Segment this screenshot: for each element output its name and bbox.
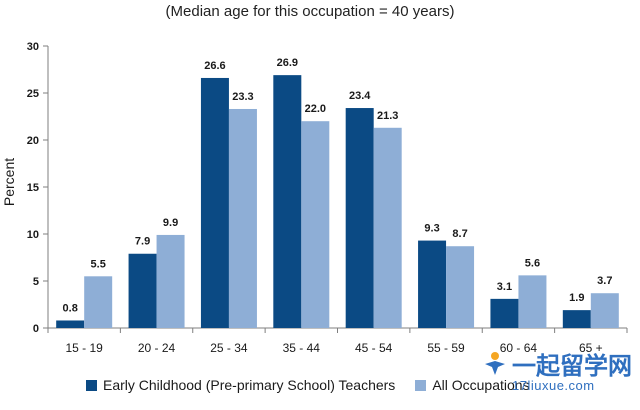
bar-teachers <box>418 240 447 328</box>
data-label: 0.8 <box>63 302 78 314</box>
watermark-url: 17liuxue.com <box>512 378 595 393</box>
x-tick-label: 45 - 54 <box>355 341 393 355</box>
legend-label-teachers: Early Childhood (Pre-primary School) Tea… <box>103 377 396 393</box>
x-tick-label: 15 - 19 <box>66 341 104 355</box>
y-tick-label: 10 <box>27 229 39 241</box>
x-tick-label: 60 - 64 <box>500 341 538 355</box>
watermark-logo-icon <box>485 352 505 375</box>
data-label: 5.5 <box>91 258 106 270</box>
data-label: 1.9 <box>569 292 584 304</box>
bar-all-occupations <box>228 108 257 328</box>
bar-teachers <box>200 77 229 329</box>
data-label: 26.6 <box>204 60 225 72</box>
data-label: 8.7 <box>452 228 467 240</box>
x-tick-label: 55 - 59 <box>427 341 465 355</box>
bar-teachers <box>128 253 157 328</box>
legend-item-teachers: Early Childhood (Pre-primary School) Tea… <box>86 377 395 393</box>
watermark-title: 一起留学网 <box>512 352 632 380</box>
y-tick-label: 30 <box>27 41 39 53</box>
data-label: 7.9 <box>135 236 150 248</box>
x-tick-label: 25 - 34 <box>210 341 248 355</box>
y-axis-label: Percent <box>1 158 17 206</box>
bar-all-occupations <box>518 275 547 328</box>
data-label: 26.9 <box>277 57 298 69</box>
data-label: 9.3 <box>424 223 439 235</box>
bar-teachers <box>56 320 85 328</box>
bar-all-occupations <box>446 246 475 328</box>
legend-label-all-occupations: All Occupations <box>432 377 530 393</box>
bar-all-occupations <box>590 293 619 328</box>
y-tick-label: 0 <box>33 323 39 335</box>
data-label: 3.7 <box>597 275 612 287</box>
data-label: 3.1 <box>497 281 512 293</box>
data-label: 23.4 <box>349 90 371 102</box>
bar-teachers <box>273 75 302 328</box>
watermark: 一起留学网 17liuxue.com <box>482 344 632 400</box>
chart-subtitle: (Median age for this occupation = 40 yea… <box>165 3 455 20</box>
legend-swatch-teachers <box>86 379 97 391</box>
plot-area: 0 5 10 15 20 25 30 0.8 5.5 15 - 19 7.9 9.9 20 - 24 26… <box>27 41 628 355</box>
x-tick-label: 35 - 44 <box>283 341 321 355</box>
bar-teachers <box>562 310 591 328</box>
x-tick-label: 20 - 24 <box>138 341 176 355</box>
bar-all-occupations <box>301 121 330 328</box>
legend-item-all-occupations: All Occupations <box>415 377 530 393</box>
data-label: 9.9 <box>163 217 178 229</box>
bar-all-occupations <box>373 127 402 328</box>
data-label: 5.6 <box>525 257 540 269</box>
legend-swatch-all-occupations <box>415 379 427 391</box>
bar-all-occupations <box>84 276 113 328</box>
bar-teachers <box>490 298 519 328</box>
bar-teachers <box>345 108 374 328</box>
data-label: 21.3 <box>377 110 398 122</box>
y-tick-label: 25 <box>27 88 39 100</box>
x-tick-label: 65 + <box>579 341 603 355</box>
legend: Early Childhood (Pre-primary School) Tea… <box>86 377 550 393</box>
bar-all-occupations <box>156 234 185 328</box>
y-tick-label: 20 <box>27 135 39 147</box>
y-tick-label: 15 <box>27 182 39 194</box>
y-tick-label: 5 <box>33 276 39 288</box>
data-label: 22.0 <box>305 103 326 115</box>
data-label: 23.3 <box>232 91 253 103</box>
